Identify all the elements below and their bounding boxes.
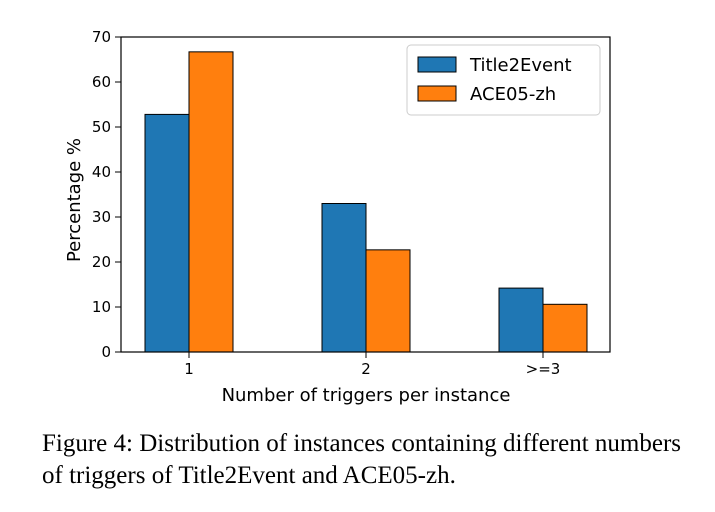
x-tick-label: 1: [184, 360, 194, 378]
y-tick-label: 50: [92, 118, 111, 136]
axes-frame: [120, 36, 611, 353]
bar-ace05-zh-1: [365, 249, 411, 353]
legend-swatch-title2event: [417, 56, 457, 73]
x-tick-label: >=3: [526, 360, 561, 378]
bar-title2event-0: [144, 113, 190, 353]
bar-title2event-2: [498, 287, 544, 353]
y-tick-label: 70: [92, 28, 111, 46]
bar-ace05-zh-0: [188, 51, 234, 353]
x-tick-label: 2: [361, 360, 371, 378]
bar-title2event-1: [321, 203, 367, 353]
legend-label: Title2Event: [469, 55, 572, 76]
y-tick-label: 10: [92, 298, 111, 316]
y-axis-label: Percentage %: [64, 138, 85, 262]
y-tick-label: 60: [92, 73, 111, 91]
y-tick-label: 0: [101, 343, 111, 361]
y-tick-label: 20: [92, 253, 111, 271]
y-tick-label: 40: [92, 163, 111, 181]
x-axis-label: Number of triggers per instance: [222, 385, 511, 406]
figure-caption: Figure 4: Distribution of instances cont…: [42, 430, 682, 489]
bar-ace05-zh-2: [542, 303, 588, 353]
legend-swatch-ace05-zh: [417, 85, 457, 102]
legend-label: ACE05-zh: [470, 84, 556, 105]
y-tick-label: 30: [92, 208, 111, 226]
plot-area: 0 10 20 30 40 50 60 70 1 2 >=3 Title2Event ACE05-zh: [92, 28, 611, 378]
